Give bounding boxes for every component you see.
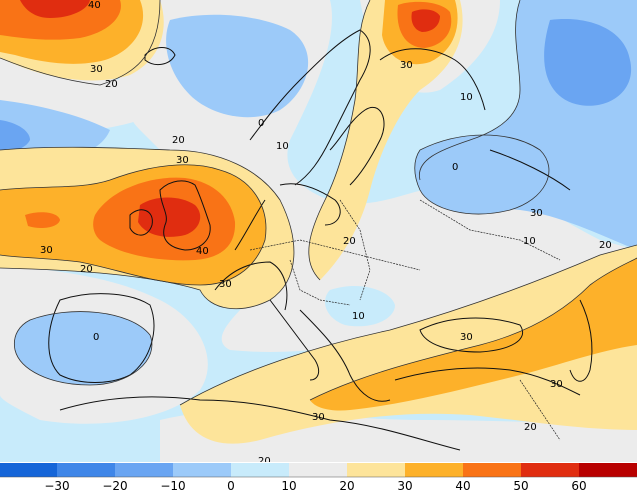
field-neg10-0-scandinavia bbox=[166, 14, 309, 118]
contour-uk-ridge bbox=[0, 164, 267, 286]
contour-label: 30 bbox=[550, 379, 563, 390]
contour-label: 0 bbox=[93, 332, 99, 343]
colorbar-swatch-1 bbox=[0, 463, 57, 477]
colorbar-tick-label: −20 bbox=[102, 479, 127, 493]
coast-finland bbox=[329, 107, 385, 186]
coast-uk bbox=[159, 180, 211, 251]
colorbar-tick-label: 0 bbox=[227, 479, 235, 493]
contour-label: 30 bbox=[312, 412, 325, 423]
colorbar-swatch-7 bbox=[347, 463, 405, 477]
coast-black-sea bbox=[419, 317, 523, 353]
contour-label: 20 bbox=[599, 240, 612, 251]
contour-northeast bbox=[419, 0, 521, 181]
colorbar: −30 −20 −10 0 10 20 30 40 50 60 bbox=[0, 463, 637, 493]
contour-aegean-band bbox=[309, 257, 637, 401]
contour-label: 20 bbox=[524, 422, 537, 433]
coast-baltic bbox=[279, 183, 341, 226]
coastlines bbox=[48, 29, 593, 451]
field-50-60-north-peak bbox=[20, 0, 90, 18]
contour-label: 30 bbox=[219, 279, 232, 290]
colorbar-tick-label: 60 bbox=[571, 479, 586, 493]
contour-west-europe bbox=[0, 146, 295, 310]
field-0-10-balkans bbox=[325, 285, 395, 327]
field-20-30-finland-band bbox=[308, 0, 463, 280]
colorbar-tick-label: 30 bbox=[397, 479, 412, 493]
border-east bbox=[339, 199, 371, 301]
contour-label: 20 bbox=[80, 264, 93, 275]
contour-label: 10 bbox=[460, 92, 473, 103]
field-neg20-neg10-northeast bbox=[544, 19, 632, 106]
field-50-60-uk-peak bbox=[138, 197, 201, 237]
contour-north-cap bbox=[0, 0, 161, 86]
contour-label: 40 bbox=[196, 246, 209, 257]
colorbar-swatch-2 bbox=[57, 463, 115, 477]
coast-ireland bbox=[129, 209, 153, 236]
contour-label: 40 bbox=[88, 0, 101, 11]
field-neg10-0-iberia bbox=[14, 311, 152, 385]
contour-label: 10 bbox=[276, 141, 289, 152]
contour-label: 20 bbox=[258, 456, 271, 467]
field-neg10-0-russia bbox=[414, 135, 549, 214]
contour-russia-zero bbox=[414, 134, 550, 215]
field-neg20-neg10-atlantic bbox=[0, 120, 30, 151]
coast-iceland bbox=[144, 47, 176, 66]
coast-balkans bbox=[299, 309, 391, 402]
contour-south-band bbox=[179, 244, 637, 406]
contour-label: 30 bbox=[40, 245, 53, 256]
coast-france bbox=[214, 261, 288, 311]
colorbar-tick-label: 40 bbox=[455, 479, 470, 493]
contour-label: 0 bbox=[258, 118, 264, 129]
colorbar-tick-label: −10 bbox=[160, 479, 185, 493]
contour-label: 10 bbox=[352, 311, 365, 322]
colorbar-tick-label: 50 bbox=[513, 479, 528, 493]
coast-gulf-east bbox=[489, 149, 571, 191]
contour-label: 30 bbox=[176, 155, 189, 166]
coast-iberia bbox=[48, 293, 155, 383]
border-middle bbox=[289, 259, 351, 306]
colorbar-swatch-5 bbox=[231, 463, 289, 477]
contour-label: 0 bbox=[452, 162, 458, 173]
colorbar-swatch-9 bbox=[463, 463, 521, 477]
contour-iberia-zero bbox=[13, 311, 153, 386]
colorbar-swatch-10 bbox=[521, 463, 579, 477]
coast-caspian bbox=[569, 299, 593, 382]
colorbar-swatch-11 bbox=[579, 463, 637, 477]
field-20-30-south-band bbox=[180, 245, 637, 444]
coast-africa bbox=[59, 396, 461, 451]
colorbar-tick-label: −30 bbox=[44, 479, 69, 493]
contour-label: 30 bbox=[400, 60, 413, 71]
contour-lines bbox=[0, 0, 637, 406]
contour-label: 30 bbox=[90, 64, 103, 75]
field-30-40-aegean-band bbox=[310, 258, 637, 411]
colorbar-swatch-8 bbox=[405, 463, 463, 477]
coast-turkey bbox=[394, 367, 581, 396]
coast-scandinavia bbox=[249, 29, 371, 186]
colorbar-tick-label: 20 bbox=[339, 479, 354, 493]
contour-label: 10 bbox=[523, 236, 536, 247]
contour-label-group: 40 30 20 30 10 0 10 0 20 30 40 30 20 0 2… bbox=[40, 0, 612, 467]
colorbar-tick-label: 10 bbox=[281, 479, 296, 493]
coast-west-europe bbox=[234, 199, 266, 251]
contour-label: 30 bbox=[530, 208, 543, 219]
borders bbox=[249, 199, 561, 441]
colorbar-swatch-3 bbox=[115, 463, 173, 477]
contour-label: 20 bbox=[105, 79, 118, 90]
contour-label: 20 bbox=[172, 135, 185, 146]
contour-label: 30 bbox=[460, 332, 473, 343]
field-50-60-finland-peak bbox=[411, 9, 440, 32]
coast-kola bbox=[379, 48, 486, 111]
border-levant bbox=[519, 379, 561, 441]
contour-finland-band bbox=[308, 0, 371, 281]
coast-italy bbox=[269, 299, 320, 381]
colorbar-swatch-4 bbox=[173, 463, 231, 477]
map-area: 40 30 20 30 10 0 10 0 20 30 40 30 20 0 2… bbox=[0, 0, 637, 467]
border-central bbox=[249, 239, 421, 271]
field-40-50-west-patch bbox=[25, 212, 60, 228]
colorbar-swatch-6 bbox=[289, 463, 347, 477]
contour-label: 20 bbox=[343, 236, 356, 247]
